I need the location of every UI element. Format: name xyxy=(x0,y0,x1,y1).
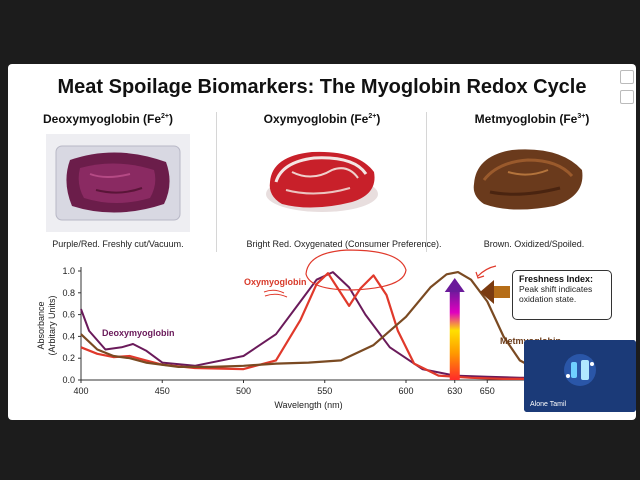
y-tick-label: 0.2 xyxy=(62,353,75,363)
vacuum-meat-image xyxy=(46,134,190,237)
column-oxy: Oxymyoglobin (Fe2+) xyxy=(222,112,422,126)
y-axis-label-1: Absorbance xyxy=(36,301,46,349)
grid-view-icon[interactable] xyxy=(620,90,634,104)
participant-name: Alone Tamil xyxy=(530,401,567,408)
divider-1 xyxy=(216,112,217,252)
pen-underline-1 xyxy=(263,289,285,294)
slide-title: Meat Spoilage Biomarkers: The Myoglobin … xyxy=(57,76,587,98)
x-tick-label: 450 xyxy=(155,386,170,396)
column-deoxy: Deoxymyoglobin (Fe2+) xyxy=(8,112,208,126)
x-tick-label: 400 xyxy=(73,386,88,396)
pen-underline-2 xyxy=(264,293,288,298)
pen-arrow-stroke xyxy=(477,265,497,277)
x-tick-label: 630 xyxy=(447,386,462,396)
label-oxymyoglobin: Oxymyoglobin xyxy=(244,277,307,287)
label-deoxymyoglobin: Deoxymyoglobin xyxy=(102,328,175,338)
slide: Meat Spoilage Biomarkers: The Myoglobin … xyxy=(8,64,636,420)
callout-line-2: oxidation state. xyxy=(519,294,577,304)
column-heading-deoxy: Deoxymyoglobin (Fe2+) xyxy=(42,112,173,126)
y-tick-label: 0.0 xyxy=(62,375,75,385)
y-tick-label: 0.8 xyxy=(62,288,75,298)
column-heading-met: Metmyoglobin (Fe3+) xyxy=(474,112,590,126)
raw-steak-image xyxy=(262,142,382,227)
cooked-steak-image xyxy=(468,140,588,225)
y-tick-label: 0.4 xyxy=(62,331,75,341)
y-tick-label: 0.6 xyxy=(62,310,75,320)
x-tick-label: 500 xyxy=(236,386,251,396)
y-axis-label-2: (Arbitary Units) xyxy=(47,295,57,355)
series-line-deoxymyoglobin xyxy=(80,271,536,379)
caption-met: Brown. Oxidized/Spoiled. xyxy=(483,239,585,249)
y-tick-label: 1.0 xyxy=(62,266,75,276)
caption-deoxy: Purple/Red. Freshly cut/Vacuum. xyxy=(52,239,184,249)
column-met: Metmyoglobin (Fe3+) xyxy=(432,112,632,126)
series-line-metmyoglobin xyxy=(80,271,537,371)
column-heading-oxy: Oxymyoglobin (Fe2+) xyxy=(263,112,381,126)
shift-arrow-shaft xyxy=(449,290,460,380)
x-tick-label: 600 xyxy=(398,386,413,396)
callout-title: Freshness Index: xyxy=(519,274,594,284)
participant-tile[interactable]: Alone Tamil xyxy=(524,340,636,412)
series-line-oxymyoglobin xyxy=(80,272,536,380)
x-axis-label: Wavelength (nm) xyxy=(274,400,342,410)
pen-circle-annotation xyxy=(305,249,407,291)
freshness-callout: Freshness Index: Peak shift indicates ox… xyxy=(512,270,612,320)
callout-line-1: Peak shift indicates xyxy=(519,284,593,294)
participant-avatar-icon xyxy=(524,340,636,412)
x-tick-label: 550 xyxy=(317,386,332,396)
shift-arrow-head xyxy=(444,278,465,292)
pen-arrow-head xyxy=(475,271,485,279)
x-tick-label: 650 xyxy=(480,386,495,396)
expand-icon[interactable] xyxy=(620,70,634,84)
divider-2 xyxy=(426,112,427,252)
absorbance-chart: 0.0 0.2 0.4 0.6 0.8 1.0 400 450 500 550 600 630 650 W… xyxy=(36,249,561,410)
callout-pointer-tint xyxy=(494,286,510,298)
caption-oxy: Bright Red. Oxygenated (Consumer Prefere… xyxy=(246,239,442,249)
